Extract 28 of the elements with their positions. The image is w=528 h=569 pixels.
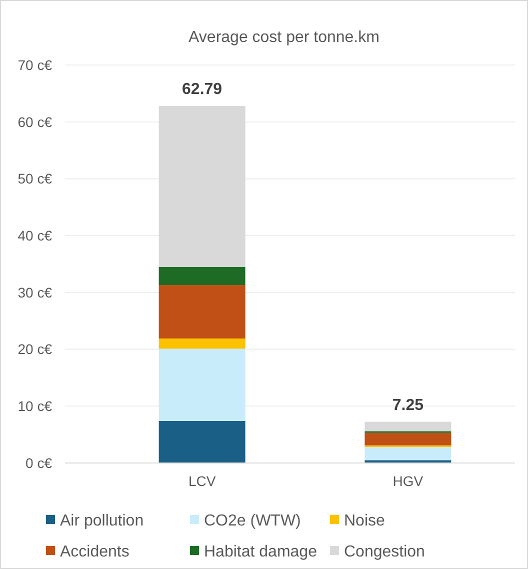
y-tick-label: 50 c€: [18, 170, 52, 187]
y-tick-label: 40 c€: [18, 227, 52, 244]
bar: [158, 106, 246, 267]
y-tick-label: 0 c€: [26, 454, 52, 471]
total-label: 62.79: [182, 80, 222, 98]
legend-label: Congestion: [344, 544, 425, 561]
legend-label: Noise: [344, 512, 386, 530]
bar: [364, 447, 452, 460]
bar: [158, 338, 246, 349]
legend-label: CO2e (WTW): [204, 512, 301, 530]
legend-label: Air pollution: [60, 512, 144, 530]
legend-label: Accidents: [60, 544, 130, 561]
bar: [158, 348, 246, 421]
y-tick-label: 70 c€: [18, 56, 52, 73]
y-tick-label: 10 c€: [18, 398, 52, 414]
bar: [158, 266, 246, 286]
y-tick-label: 30 c€: [18, 284, 52, 300]
chart-title: Average cost per tonne.km: [188, 29, 380, 46]
x-tick-label: HGV: [392, 473, 424, 489]
total-label: 7.25: [392, 396, 424, 414]
y-tick-label: 20 c€: [18, 341, 52, 358]
y-tick-label: 60 c€: [18, 114, 52, 130]
bar: [158, 420, 246, 463]
bar: [364, 422, 452, 432]
bar: [158, 285, 246, 338]
x-tick-label: LCV: [188, 473, 216, 489]
legend-label: Habitat damage: [204, 544, 318, 561]
bar: [364, 432, 452, 446]
